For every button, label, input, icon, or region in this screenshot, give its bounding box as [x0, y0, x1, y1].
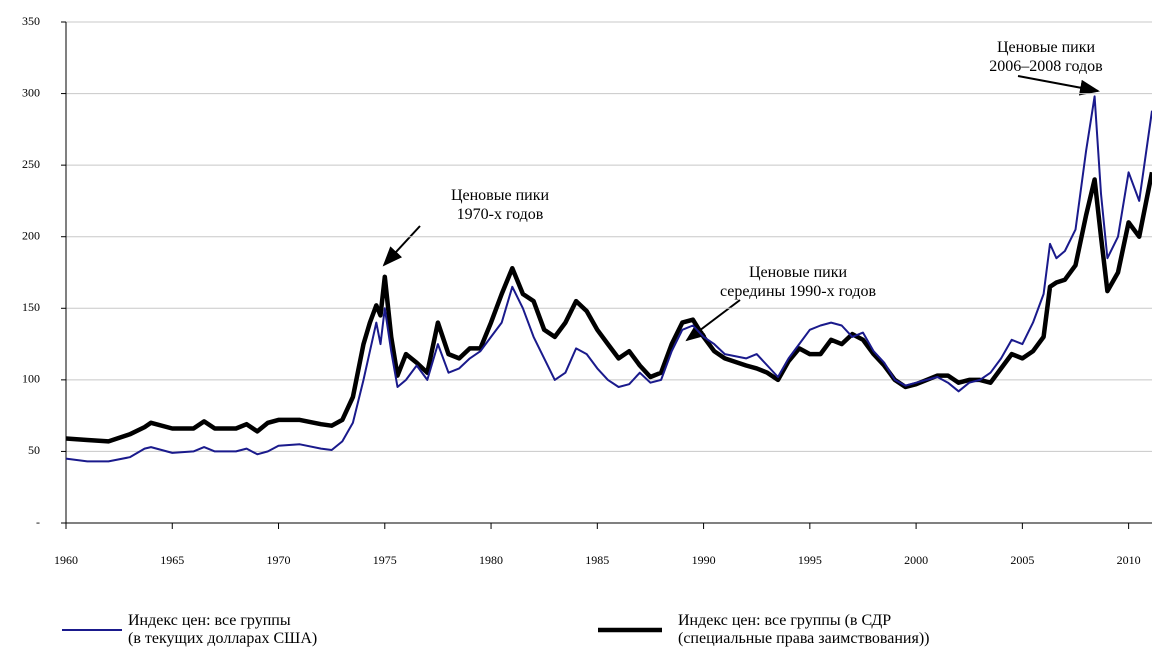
- y-tick-label: 350: [22, 14, 40, 28]
- x-tick-label: 1970: [267, 553, 291, 567]
- legend-label: Индекс цен: все группы (в текущих доллар…: [128, 612, 318, 647]
- annotation: Ценовые пики 1970-х годов: [450, 187, 550, 223]
- arrow: [382, 225, 421, 267]
- arrow: [685, 299, 741, 342]
- annotation: Ценовые пики середины 1990-х годов: [719, 264, 877, 300]
- annotation: Ценовые пики 2006–2008 годов: [989, 39, 1103, 75]
- y-tick-label: 250: [22, 157, 40, 171]
- x-tick-label: 1980: [479, 553, 503, 567]
- x-tick-label: 2000: [904, 553, 928, 567]
- x-tick-label: 1995: [798, 553, 822, 567]
- x-tick-label: 1960: [54, 553, 78, 567]
- legend-label: Индекс цен: все группы (в СДР (специальн…: [678, 612, 930, 647]
- y-tick-label: 300: [22, 85, 40, 99]
- x-tick-label: 1965: [160, 553, 184, 567]
- y-tick-label: 200: [22, 228, 40, 242]
- series-line: [65, 95, 1152, 463]
- arrow: [1017, 75, 1100, 96]
- y-tick-label: -: [36, 515, 40, 529]
- y-tick-label: 50: [28, 443, 40, 457]
- series-line: [65, 171, 1152, 444]
- x-tick-label: 1985: [585, 553, 609, 567]
- x-tick-label: 1990: [692, 553, 716, 567]
- x-tick-label: 2005: [1010, 553, 1034, 567]
- y-tick-label: 100: [22, 372, 40, 386]
- x-tick-label: 2010: [1117, 553, 1141, 567]
- x-tick-label: 1975: [373, 553, 397, 567]
- y-tick-label: 150: [22, 300, 40, 314]
